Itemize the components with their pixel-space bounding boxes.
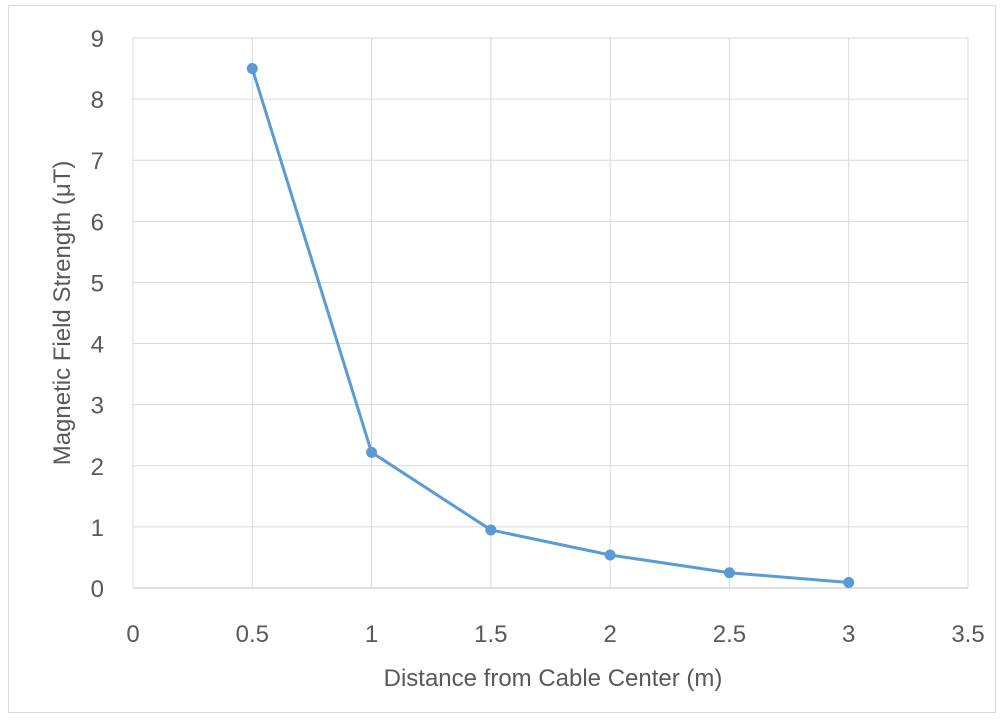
x-tick-label: 0 <box>126 621 139 648</box>
data-point <box>485 524 497 536</box>
y-tick-label: 7 <box>91 148 104 175</box>
chart-frame <box>8 5 996 713</box>
y-tick-label: 2 <box>91 454 104 481</box>
x-tick-label: 1.5 <box>474 621 507 648</box>
data-point <box>843 577 855 588</box>
data-point <box>723 567 735 579</box>
data-point <box>366 446 378 458</box>
y-tick-label: 0 <box>91 576 104 603</box>
y-axis-title: Magnetic Field Strength (μT) <box>49 161 76 466</box>
y-axis-tick-labels: 0 1 2 3 4 5 6 7 8 9 <box>91 26 104 603</box>
y-tick-label: 4 <box>91 332 104 359</box>
data-point <box>604 549 616 561</box>
x-axis-tick-labels: 0 0.5 1 1.5 2 2.5 3 3.5 <box>126 621 984 648</box>
y-tick-label: 9 <box>91 26 104 53</box>
x-tick-label: 2.5 <box>713 621 746 648</box>
x-tick-label: 3.5 <box>951 621 984 648</box>
x-axis-title: Distance from Cable Center (m) <box>384 665 723 692</box>
y-tick-label: 5 <box>91 270 104 297</box>
x-tick-label: 0.5 <box>236 621 269 648</box>
x-tick-label: 3 <box>842 621 855 648</box>
x-tick-label: 2 <box>603 621 616 648</box>
y-tick-label: 3 <box>91 393 104 420</box>
y-tick-label: 1 <box>91 515 104 542</box>
series-line <box>250 67 851 584</box>
series-group <box>246 63 855 588</box>
data-point <box>246 63 258 75</box>
y-tick-label: 8 <box>91 87 104 114</box>
x-tick-label: 1 <box>365 621 378 648</box>
y-tick-label: 6 <box>91 209 104 236</box>
gridlines <box>132 37 969 589</box>
